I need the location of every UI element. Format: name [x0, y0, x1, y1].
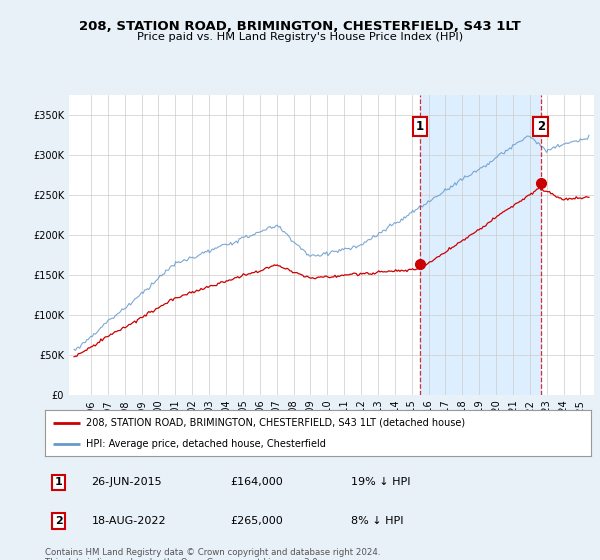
Text: 2: 2 — [55, 516, 62, 526]
Text: 208, STATION ROAD, BRIMINGTON, CHESTERFIELD, S43 1LT: 208, STATION ROAD, BRIMINGTON, CHESTERFI… — [79, 20, 521, 33]
Text: 8% ↓ HPI: 8% ↓ HPI — [351, 516, 403, 526]
Text: £265,000: £265,000 — [230, 516, 283, 526]
Text: 1: 1 — [416, 120, 424, 133]
Text: 18-AUG-2022: 18-AUG-2022 — [91, 516, 166, 526]
Text: 208, STATION ROAD, BRIMINGTON, CHESTERFIELD, S43 1LT (detached house): 208, STATION ROAD, BRIMINGTON, CHESTERFI… — [86, 418, 465, 428]
Text: HPI: Average price, detached house, Chesterfield: HPI: Average price, detached house, Ches… — [86, 439, 326, 449]
Text: Contains HM Land Registry data © Crown copyright and database right 2024.
This d: Contains HM Land Registry data © Crown c… — [45, 548, 380, 560]
Bar — [420, 95, 541, 395]
Text: 1: 1 — [55, 477, 62, 487]
Text: 2: 2 — [537, 120, 545, 133]
Text: 19% ↓ HPI: 19% ↓ HPI — [351, 477, 410, 487]
Text: £164,000: £164,000 — [230, 477, 283, 487]
Text: 26-JUN-2015: 26-JUN-2015 — [91, 477, 162, 487]
Text: Price paid vs. HM Land Registry's House Price Index (HPI): Price paid vs. HM Land Registry's House … — [137, 32, 463, 42]
